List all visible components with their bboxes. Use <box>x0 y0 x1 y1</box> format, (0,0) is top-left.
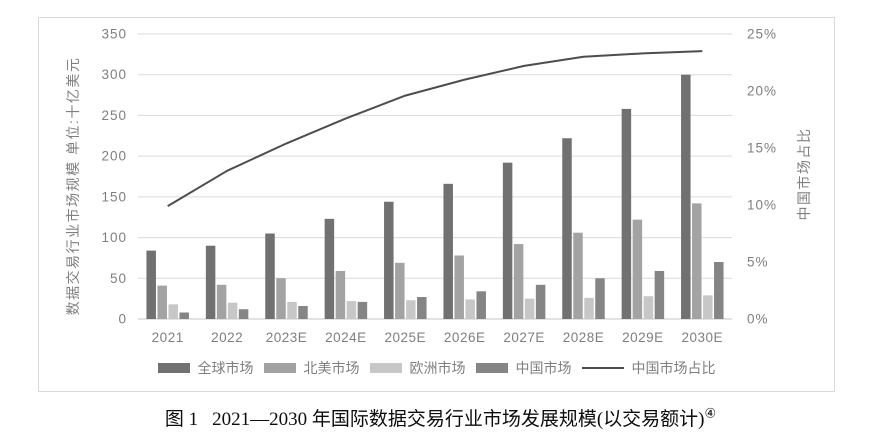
bar-北美市场-2025E <box>395 262 405 319</box>
left-axis-tick-label: 50 <box>110 271 127 286</box>
left-axis-tick-label: 0 <box>118 312 127 327</box>
x-axis-tick-label: 2027E <box>503 330 545 345</box>
bar-全球市场-2025E <box>384 201 394 319</box>
right-axis-tick-label: 0% <box>747 312 769 327</box>
legend-label: 中国市场占比 <box>631 360 716 376</box>
legend-swatch-icon <box>263 363 296 373</box>
bar-北美市场-2027E <box>513 244 524 319</box>
x-axis-tick-label: 2028E <box>563 330 605 345</box>
figure-caption: 图 1 2021—2030 年国际数据交易行业市场发展规模(以交易额计)④ <box>0 404 881 431</box>
bar-北美市场-2022 <box>216 284 227 319</box>
bar-北美市场-2024E <box>335 270 346 319</box>
bar-北美市场-2021 <box>157 285 167 319</box>
bar-北美市场-2030E <box>692 203 702 319</box>
left-axis-title: 数据交易行业市场规模 单位:十亿美元 <box>65 56 81 316</box>
x-axis-tick-label: 2023E <box>266 330 308 345</box>
bar-中国市场-2030E <box>714 262 724 319</box>
bar-欧洲市场-2025E <box>406 300 416 319</box>
x-axis-tick-label: 2022 <box>211 330 243 345</box>
left-axis-tick-label: 150 <box>101 189 127 204</box>
left-axis-tick-label: 350 <box>101 27 127 42</box>
bar-欧洲市场-2022 <box>227 302 238 319</box>
bar-全球市场-2028E <box>562 138 572 319</box>
bar-欧洲市场-2021 <box>168 304 178 319</box>
bar-中国市场-2024E <box>357 301 368 319</box>
combo-chart-plot: 0 50 100 150 200 250 300 350 0% 5% 10% 15% 20% 25% 202… <box>101 27 777 346</box>
right-axis-tick-label: 15% <box>747 141 777 156</box>
bar-中国市场-2026E <box>476 291 486 319</box>
bar-全球市场-2026E <box>443 183 453 319</box>
legend-item-欧洲市场: 欧洲市场 <box>369 358 466 378</box>
legend-item-全球市场: 全球市场 <box>157 358 254 378</box>
bar-全球市场-2021 <box>146 250 156 319</box>
right-axis-tick-label: 20% <box>747 84 777 99</box>
legend-label: 欧洲市场 <box>409 360 466 376</box>
bar-欧洲市场-2030E <box>703 295 713 319</box>
legend-swatch-icon <box>157 363 190 373</box>
bar-中国市场-2022 <box>238 309 249 319</box>
caption-text: 2021—2030 年国际数据交易行业市场发展规模(以交易额计) <box>212 409 705 430</box>
x-axis-tick-label: 2024E <box>325 330 367 345</box>
legend-label: 北美市场 <box>303 360 360 376</box>
bar-北美市场-2028E <box>573 232 583 319</box>
bar-北美市场-2023E <box>276 278 286 319</box>
legend-swatch-icon <box>369 363 402 373</box>
legend-label: 全球市场 <box>197 360 254 376</box>
bar-欧洲市场-2024E <box>346 301 357 319</box>
bar-全球市场-2029E <box>621 108 632 320</box>
left-axis-tick-label: 300 <box>101 67 127 82</box>
china-share-line <box>167 50 703 207</box>
bar-中国市场-2025E <box>417 297 427 319</box>
bar-中国市场-2027E <box>535 284 546 319</box>
left-axis-tick-label: 250 <box>101 108 127 123</box>
legend-swatch-icon <box>475 363 508 373</box>
bar-全球市场-2023E <box>265 233 275 319</box>
legend-item-中国市场占比: 中国市场占比 <box>581 358 716 378</box>
legend-item-北美市场: 北美市场 <box>263 358 360 378</box>
bar-全球市场-2030E <box>681 74 691 319</box>
bar-北美市场-2029E <box>632 219 643 319</box>
bar-全球市场-2024E <box>324 218 335 319</box>
chart-frame: 0 50 100 150 200 250 300 350 0% 5% 10% 15% 20% 25% 202… <box>38 17 835 392</box>
legend-line-icon <box>581 367 624 369</box>
legend-label: 中国市场 <box>515 360 572 376</box>
bar-中国市场-2023E <box>298 305 308 319</box>
bar-欧洲市场-2028E <box>584 297 594 319</box>
legend-item-中国市场: 中国市场 <box>475 358 572 378</box>
chart-legend: 全球市场 北美市场 欧洲市场 中国市场 中国市场占比 <box>39 358 834 378</box>
bar-北美市场-2026E <box>454 255 464 319</box>
bar-中国市场-2021 <box>179 312 189 319</box>
caption-footnote-mark: ④ <box>704 405 717 421</box>
bar-中国市场-2028E <box>595 278 605 319</box>
x-axis-tick-label: 2025E <box>385 330 427 345</box>
bar-欧洲市场-2029E <box>643 296 654 319</box>
right-axis-tick-label: 5% <box>747 255 769 270</box>
x-axis-tick-label: 2021 <box>152 330 184 345</box>
bar-全球市场-2022 <box>205 245 216 319</box>
bar-欧洲市场-2023E <box>287 301 297 319</box>
right-axis-tick-label: 10% <box>747 198 777 213</box>
x-axis-tick-label: 2029E <box>622 330 664 345</box>
bar-欧洲市场-2027E <box>524 298 535 319</box>
bar-中国市场-2029E <box>654 270 665 319</box>
x-axis-tick-label: 2030E <box>682 330 724 345</box>
x-axis-tick-label: 2026E <box>444 330 486 345</box>
bar-全球市场-2027E <box>502 162 513 319</box>
left-axis-tick-label: 100 <box>101 230 127 245</box>
left-axis-tick-label: 200 <box>101 149 127 164</box>
right-axis-tick-label: 25% <box>747 27 777 42</box>
caption-label: 图 1 <box>164 409 199 430</box>
right-axis-title: 中国市场占比 <box>796 127 812 221</box>
bar-欧洲市场-2026E <box>465 299 475 319</box>
